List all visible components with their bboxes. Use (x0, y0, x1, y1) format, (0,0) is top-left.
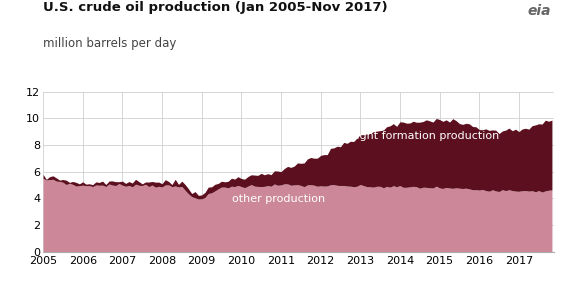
Text: U.S. crude oil production (Jan 2005-Nov 2017): U.S. crude oil production (Jan 2005-Nov … (43, 1, 387, 14)
Text: million barrels per day: million barrels per day (43, 37, 176, 50)
Text: eia: eia (528, 4, 551, 18)
Text: tight formation production: tight formation production (352, 131, 499, 141)
Text: other production: other production (232, 194, 325, 204)
